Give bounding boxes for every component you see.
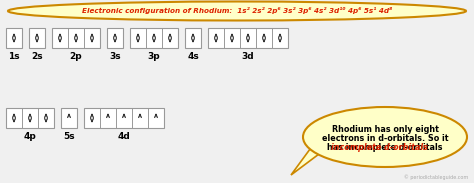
Text: 4d: 4d [118,132,130,141]
Polygon shape [291,145,331,175]
Ellipse shape [303,107,467,167]
Bar [185,28,201,48]
Bar [61,108,77,128]
Text: 4s: 4s [187,52,199,61]
Text: 4p: 4p [24,132,36,141]
Text: 3s: 3s [109,52,121,61]
Text: incomplete d-orbitals: incomplete d-orbitals [320,143,428,152]
Ellipse shape [8,1,466,20]
Text: 1s: 1s [8,52,20,61]
Bar [84,108,164,128]
Bar [6,108,54,128]
Text: © periodictableguide.com: © periodictableguide.com [404,174,468,180]
Polygon shape [314,144,330,147]
Text: electrons in d-orbitals. So it: electrons in d-orbitals. So it [322,134,448,143]
Bar [6,28,22,48]
Text: 2s: 2s [31,52,43,61]
Text: has incomplete d-orbitals: has incomplete d-orbitals [327,143,443,152]
Text: 2p: 2p [70,52,82,61]
Bar [107,28,123,48]
Bar [29,28,45,48]
Text: 3p: 3p [148,52,160,61]
Text: Rhodium has only eight: Rhodium has only eight [331,125,438,134]
Text: Electronic configuration of Rhodium:  1s² 2s² 2p⁶ 3s² 3p⁶ 4s² 3d¹⁰ 4p⁶ 5s¹ 4d⁸: Electronic configuration of Rhodium: 1s²… [82,8,392,14]
Bar [130,28,178,48]
Text: 3d: 3d [242,52,255,61]
Bar [52,28,100,48]
Text: 5s: 5s [63,132,75,141]
Bar [208,28,288,48]
